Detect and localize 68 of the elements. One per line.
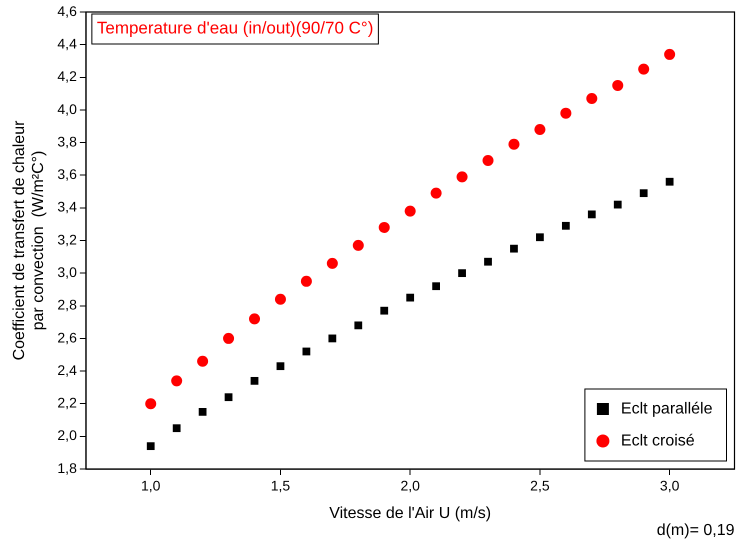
point: [198, 408, 207, 416]
point: [276, 362, 284, 370]
text: d(m)= 0,19: [656, 522, 735, 539]
point: [354, 321, 362, 330]
x-tick-label: 2,5: [530, 477, 550, 494]
point: [482, 155, 494, 166]
y-tick-label: 2,8: [57, 296, 78, 313]
point: [378, 222, 390, 233]
point: [302, 348, 310, 356]
y-tick-label: 4,4: [57, 36, 78, 52]
x-axis-title: Vitesse de l'Air U (m/s): [329, 504, 492, 522]
point: [380, 306, 388, 315]
y-tick-label: 3,0: [57, 264, 78, 280]
point: [588, 210, 596, 218]
point: [640, 189, 648, 198]
point: [638, 64, 650, 75]
point: [664, 48, 676, 60]
y-tick-label: 4,6: [57, 2, 78, 19]
point: [300, 276, 312, 287]
legend-label: Eclt paralléle: [620, 400, 713, 418]
point: [536, 233, 544, 242]
point: [614, 200, 622, 208]
y-tick-label: 3,8: [57, 133, 78, 150]
point: [562, 222, 570, 230]
point: [171, 375, 182, 386]
point: [250, 376, 258, 385]
x-tick-label: 2,0: [400, 477, 420, 494]
y-tick-label: 3,4: [57, 198, 78, 215]
y-tick-label: 2,0: [57, 427, 78, 444]
point: [534, 124, 546, 136]
y-axis-title: Coefficient de transfert de chaleur par convection (W/m²C°): [11, 120, 48, 360]
point: [484, 258, 492, 266]
point: [224, 393, 232, 402]
point: [352, 240, 364, 251]
point: [458, 269, 466, 278]
point: [560, 108, 572, 119]
y-tick-label: 2,4: [57, 362, 78, 378]
y-tick-label: 1,8: [57, 460, 78, 476]
point: [666, 178, 674, 186]
point: [508, 138, 520, 150]
y-tick-label: 3,2: [57, 231, 78, 248]
point: [146, 442, 155, 450]
x-tick-label: 1,0: [140, 477, 161, 494]
point: [249, 313, 260, 324]
point: [430, 188, 442, 199]
point: [223, 332, 234, 344]
point: [510, 244, 518, 253]
chart-title: Temperature d'eau (in/out)(90/70 C°): [96, 18, 374, 38]
y-tick-label: 4,2: [57, 68, 78, 84]
legend-label: Eclt croisé: [620, 432, 695, 450]
point: [326, 258, 338, 269]
y-tick-label: 3,6: [57, 166, 78, 182]
point: [145, 398, 156, 410]
point: [432, 282, 440, 290]
y-tick-label: 4,0: [57, 100, 78, 117]
point: [328, 334, 336, 342]
point: [612, 80, 624, 91]
point: [274, 294, 286, 305]
y-tick-label: 2,6: [57, 329, 78, 346]
x-tick-label: 1,5: [270, 477, 290, 494]
point: [406, 294, 414, 302]
point: [172, 424, 181, 432]
point: [404, 206, 416, 217]
y-tick-label: 2,2: [57, 394, 78, 411]
x-tick-label: 3,0: [660, 477, 680, 494]
point: [197, 356, 208, 367]
point: [586, 93, 598, 104]
point: [456, 171, 468, 182]
